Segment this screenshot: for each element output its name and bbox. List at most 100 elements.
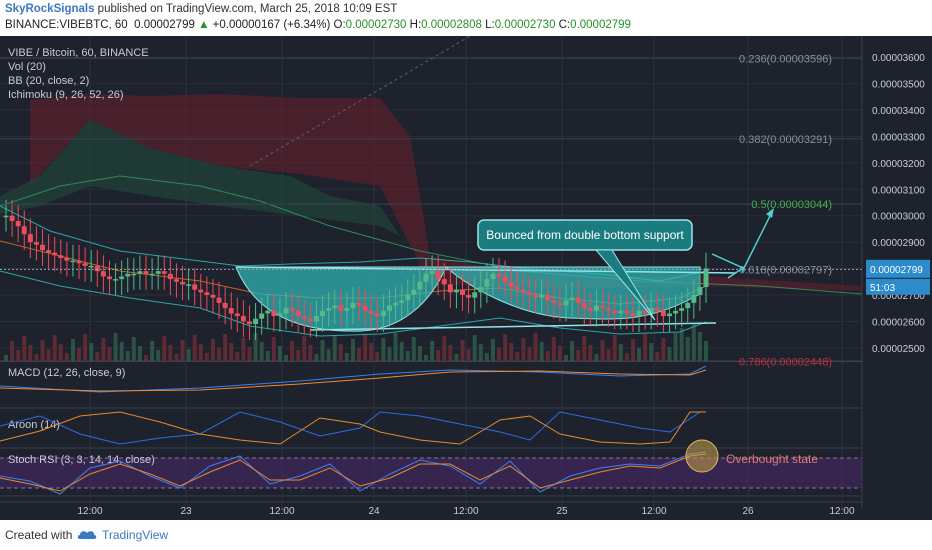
volume-bar bbox=[612, 335, 617, 361]
volume-bar bbox=[448, 345, 453, 361]
time-tick-label: 12:00 bbox=[641, 506, 666, 517]
stoch-d bbox=[0, 453, 707, 492]
candle-body bbox=[113, 279, 119, 281]
candle-body bbox=[600, 305, 606, 309]
chart-svg[interactable]: 0.236(0.00003596) 0.382(0.00003291) 0.5(0.… bbox=[0, 36, 932, 520]
candle-body bbox=[64, 257, 70, 261]
candle-body bbox=[423, 273, 429, 282]
candle-body bbox=[295, 310, 301, 317]
candle-body bbox=[143, 271, 149, 274]
volume-bar bbox=[539, 342, 544, 361]
stoch-label: Stoch RSI (3, 3, 14, 14, close) bbox=[8, 454, 155, 466]
candle-body bbox=[429, 271, 435, 274]
candle-body bbox=[453, 289, 459, 293]
price-tick-label: 0.00002500 bbox=[872, 344, 925, 355]
volume-bar bbox=[685, 337, 690, 361]
volume-bar bbox=[521, 338, 526, 361]
tradingview-cloud-icon bbox=[77, 531, 97, 539]
candle-body bbox=[393, 302, 399, 306]
candle-body bbox=[508, 281, 514, 288]
candle-body bbox=[612, 310, 618, 314]
candle-body bbox=[648, 308, 654, 314]
volume-bar bbox=[673, 333, 678, 361]
fib-label: 0.786(0.00002448) bbox=[739, 357, 832, 369]
volume-bar bbox=[655, 352, 660, 361]
volume-bar bbox=[478, 344, 483, 361]
time-tick-label: 26 bbox=[742, 506, 754, 517]
candle-body bbox=[679, 308, 685, 311]
candle-body bbox=[386, 305, 392, 311]
volume-bar bbox=[509, 343, 514, 361]
candle-body bbox=[666, 313, 672, 317]
candle-body bbox=[472, 292, 478, 298]
candle-body bbox=[338, 305, 344, 311]
legend-ichimoku: Ichimoku (9, 26, 52, 26) bbox=[8, 89, 124, 101]
volume-bar bbox=[393, 333, 398, 361]
volume-bar bbox=[217, 348, 222, 361]
price-tick-label: 0.00003200 bbox=[872, 159, 925, 170]
created-with-label: Created with bbox=[5, 528, 73, 542]
volume-bar bbox=[326, 349, 331, 361]
fibonacci-levels: 0.236(0.00003596) 0.382(0.00003291) 0.5(0.… bbox=[0, 36, 862, 369]
high-label: H: bbox=[409, 19, 422, 31]
callout-text: Bounced from double bottom support bbox=[486, 228, 684, 242]
volume-bar bbox=[649, 343, 654, 361]
tradingview-link[interactable]: TradingView bbox=[102, 528, 169, 542]
volume-bar bbox=[630, 339, 635, 361]
volume-bar bbox=[235, 352, 240, 361]
candle-body bbox=[350, 302, 356, 309]
volume-bar bbox=[424, 355, 428, 361]
volume-bar bbox=[399, 342, 404, 361]
volume-bar bbox=[180, 340, 185, 361]
candle-body bbox=[399, 300, 405, 303]
volume-bar bbox=[661, 338, 666, 361]
volume-bar bbox=[277, 346, 282, 361]
candle-body bbox=[186, 284, 192, 286]
volume-bar bbox=[119, 342, 124, 361]
price-axis: 0.00003600 0.00003500 0.00003400 0.00003300… bbox=[861, 36, 932, 520]
candle-body bbox=[606, 308, 612, 311]
candle-body bbox=[180, 281, 186, 285]
candle-body bbox=[46, 250, 52, 253]
volume-bar bbox=[460, 340, 465, 361]
candle-body bbox=[581, 302, 587, 309]
volume-bar bbox=[4, 355, 8, 361]
volume-bar bbox=[436, 350, 441, 361]
volume-bar bbox=[527, 347, 532, 361]
price-change: +0.00000167 (+6.34%) bbox=[212, 19, 331, 31]
candle-body bbox=[222, 302, 228, 309]
candle-body bbox=[526, 292, 532, 295]
low-label: L: bbox=[485, 19, 495, 31]
overbought-circle bbox=[685, 439, 719, 473]
volume-bar bbox=[533, 333, 538, 361]
price-tick-label: 0.00003300 bbox=[872, 132, 925, 143]
candle-body bbox=[593, 305, 599, 311]
author-link[interactable]: SkyRockSignals bbox=[5, 3, 95, 15]
volume-bar bbox=[58, 344, 63, 361]
candle-body bbox=[332, 305, 338, 309]
volume-bar bbox=[430, 341, 435, 361]
chart-canvas[interactable]: 0.236(0.00003596) 0.382(0.00003291) 0.5(0.… bbox=[0, 36, 932, 520]
fib-label: 0.5(0.00003044) bbox=[751, 199, 832, 211]
time-tick-label: 23 bbox=[180, 506, 192, 517]
open-label: O: bbox=[333, 19, 346, 31]
candle-body bbox=[490, 273, 496, 280]
candle-body bbox=[618, 310, 624, 314]
volume-bar bbox=[192, 335, 197, 361]
candle-body bbox=[533, 294, 539, 298]
candle-body bbox=[356, 302, 362, 306]
candle-body bbox=[21, 226, 27, 235]
time-tick-label: 24 bbox=[368, 506, 380, 517]
candle-body bbox=[82, 263, 88, 266]
candle-body bbox=[3, 215, 9, 218]
volume-bar bbox=[442, 336, 447, 361]
candle-body bbox=[344, 308, 350, 311]
legend-vol: Vol (20) bbox=[8, 61, 46, 73]
candle-body bbox=[192, 284, 198, 290]
callout-box[interactable]: Bounced from double bottom support bbox=[477, 219, 693, 321]
legend-title: VIBE / Bitcoin, 60, BINANCE bbox=[8, 47, 149, 59]
candle-body bbox=[301, 316, 307, 319]
candle-body bbox=[368, 310, 374, 314]
candle-body bbox=[125, 273, 131, 277]
volume-bar bbox=[64, 353, 69, 361]
